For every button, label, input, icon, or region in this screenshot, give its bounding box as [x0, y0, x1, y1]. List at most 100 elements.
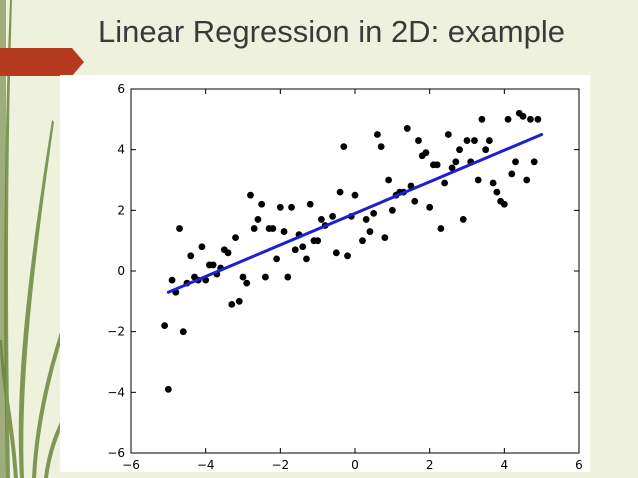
scatter-point	[228, 300, 236, 308]
scatter-point	[243, 279, 251, 287]
scatter-point	[381, 234, 389, 242]
scatter-point	[239, 273, 247, 281]
scatter-point	[448, 164, 456, 172]
y-tick-label: 6	[117, 82, 125, 96]
scatter-point	[344, 252, 351, 260]
scatter-point	[187, 252, 195, 260]
scatter-point	[489, 179, 497, 187]
scatter-point	[164, 385, 172, 393]
scatter-point	[351, 191, 359, 199]
scatter-point	[486, 137, 493, 144]
scatter-point	[519, 112, 527, 120]
scatter-point	[318, 216, 325, 223]
scatter-point	[306, 200, 314, 208]
scatter-point	[403, 125, 411, 132]
scatter-point	[370, 209, 378, 217]
scatter-point	[426, 203, 434, 211]
scatter-point	[332, 249, 340, 257]
scatter-point	[374, 131, 381, 138]
x-tick-label: 4	[501, 458, 509, 472]
scatter-point	[471, 137, 478, 144]
points-layer	[161, 109, 542, 393]
scatter-point	[441, 179, 448, 187]
x-tick-label: −4	[197, 458, 215, 472]
scatter-point	[198, 243, 206, 251]
scatter-point	[437, 225, 445, 232]
y-tick-label: −4	[107, 385, 125, 399]
scatter-point	[280, 228, 288, 235]
scatter-point	[299, 243, 307, 251]
scatter-point	[377, 143, 385, 151]
scatter-point	[362, 216, 370, 223]
scatter-point	[176, 225, 183, 232]
regression-line	[166, 133, 544, 294]
scatter-point	[179, 328, 187, 336]
regression-line-layer	[166, 133, 544, 294]
scatter-point	[340, 143, 348, 151]
scatter-point	[224, 249, 232, 257]
scatter-point	[303, 255, 310, 263]
scatter-point	[232, 234, 239, 242]
scatter-point	[456, 146, 463, 154]
x-tick-label: 6	[575, 458, 583, 472]
accent-ribbon	[0, 48, 84, 76]
scatter-point	[411, 197, 419, 205]
y-tick-label: 0	[117, 264, 125, 278]
scatter-point	[168, 276, 176, 284]
scatter-point	[314, 237, 322, 245]
scatter-point	[523, 176, 531, 184]
scatter-point	[366, 228, 374, 235]
scatter-point	[329, 213, 336, 220]
scatter-point	[422, 149, 430, 157]
y-tick-label: 4	[117, 143, 125, 157]
scatter-point	[508, 170, 516, 178]
scatter-chart: −6 −4 −2 0 2 4 6 −6 −4 −2 0 2 4 6	[107, 82, 583, 472]
scatter-point	[235, 297, 243, 305]
y-tick-label: −6	[107, 446, 125, 460]
scatter-point	[359, 237, 366, 245]
scatter-point	[247, 191, 254, 199]
scatter-point	[273, 255, 280, 263]
scatter-point	[388, 206, 396, 214]
scatter-point	[288, 203, 295, 211]
x-tick-label: −2	[271, 458, 289, 472]
ticks-layer: −6 −4 −2 0 2 4 6 −6 −4 −2 0 2 4 6	[107, 82, 583, 472]
chart-figure: −6 −4 −2 0 2 4 6 −6 −4 −2 0 2 4 6	[60, 75, 590, 472]
scatter-point	[415, 137, 422, 144]
scatter-point	[209, 261, 217, 269]
plot-frame	[130, 88, 580, 454]
scatter-point	[459, 216, 467, 223]
x-tick-label: −6	[122, 458, 140, 472]
scatter-point	[269, 225, 277, 232]
scatter-point	[500, 200, 508, 208]
scatter-point	[284, 273, 292, 281]
y-tick-label: −2	[107, 325, 125, 339]
accent-bar	[0, 0, 6, 478]
scatter-point	[250, 225, 258, 232]
scatter-point	[534, 115, 542, 123]
scatter-point	[254, 216, 262, 223]
x-tick-label: 0	[351, 458, 359, 472]
scatter-point	[258, 200, 266, 208]
scatter-point	[433, 161, 441, 169]
scatter-point	[276, 203, 284, 211]
scatter-point	[474, 176, 482, 184]
scatter-point	[478, 115, 486, 123]
scatter-point	[385, 176, 392, 184]
scatter-point	[161, 322, 168, 329]
scatter-point	[444, 131, 452, 138]
scatter-point	[527, 115, 534, 123]
scatter-point	[463, 137, 471, 144]
scatter-point	[482, 146, 490, 154]
y-tick-label: 2	[117, 203, 125, 217]
x-tick-label: 2	[426, 458, 434, 472]
scatter-point	[262, 273, 269, 281]
scatter-point	[504, 115, 512, 123]
scatter-point	[291, 246, 299, 254]
scatter-point	[336, 188, 344, 196]
slide-title: Linear Regression in 2D: example	[98, 14, 565, 49]
scatter-point	[512, 158, 519, 166]
scatter-point	[452, 158, 460, 166]
scatter-point	[493, 188, 501, 196]
